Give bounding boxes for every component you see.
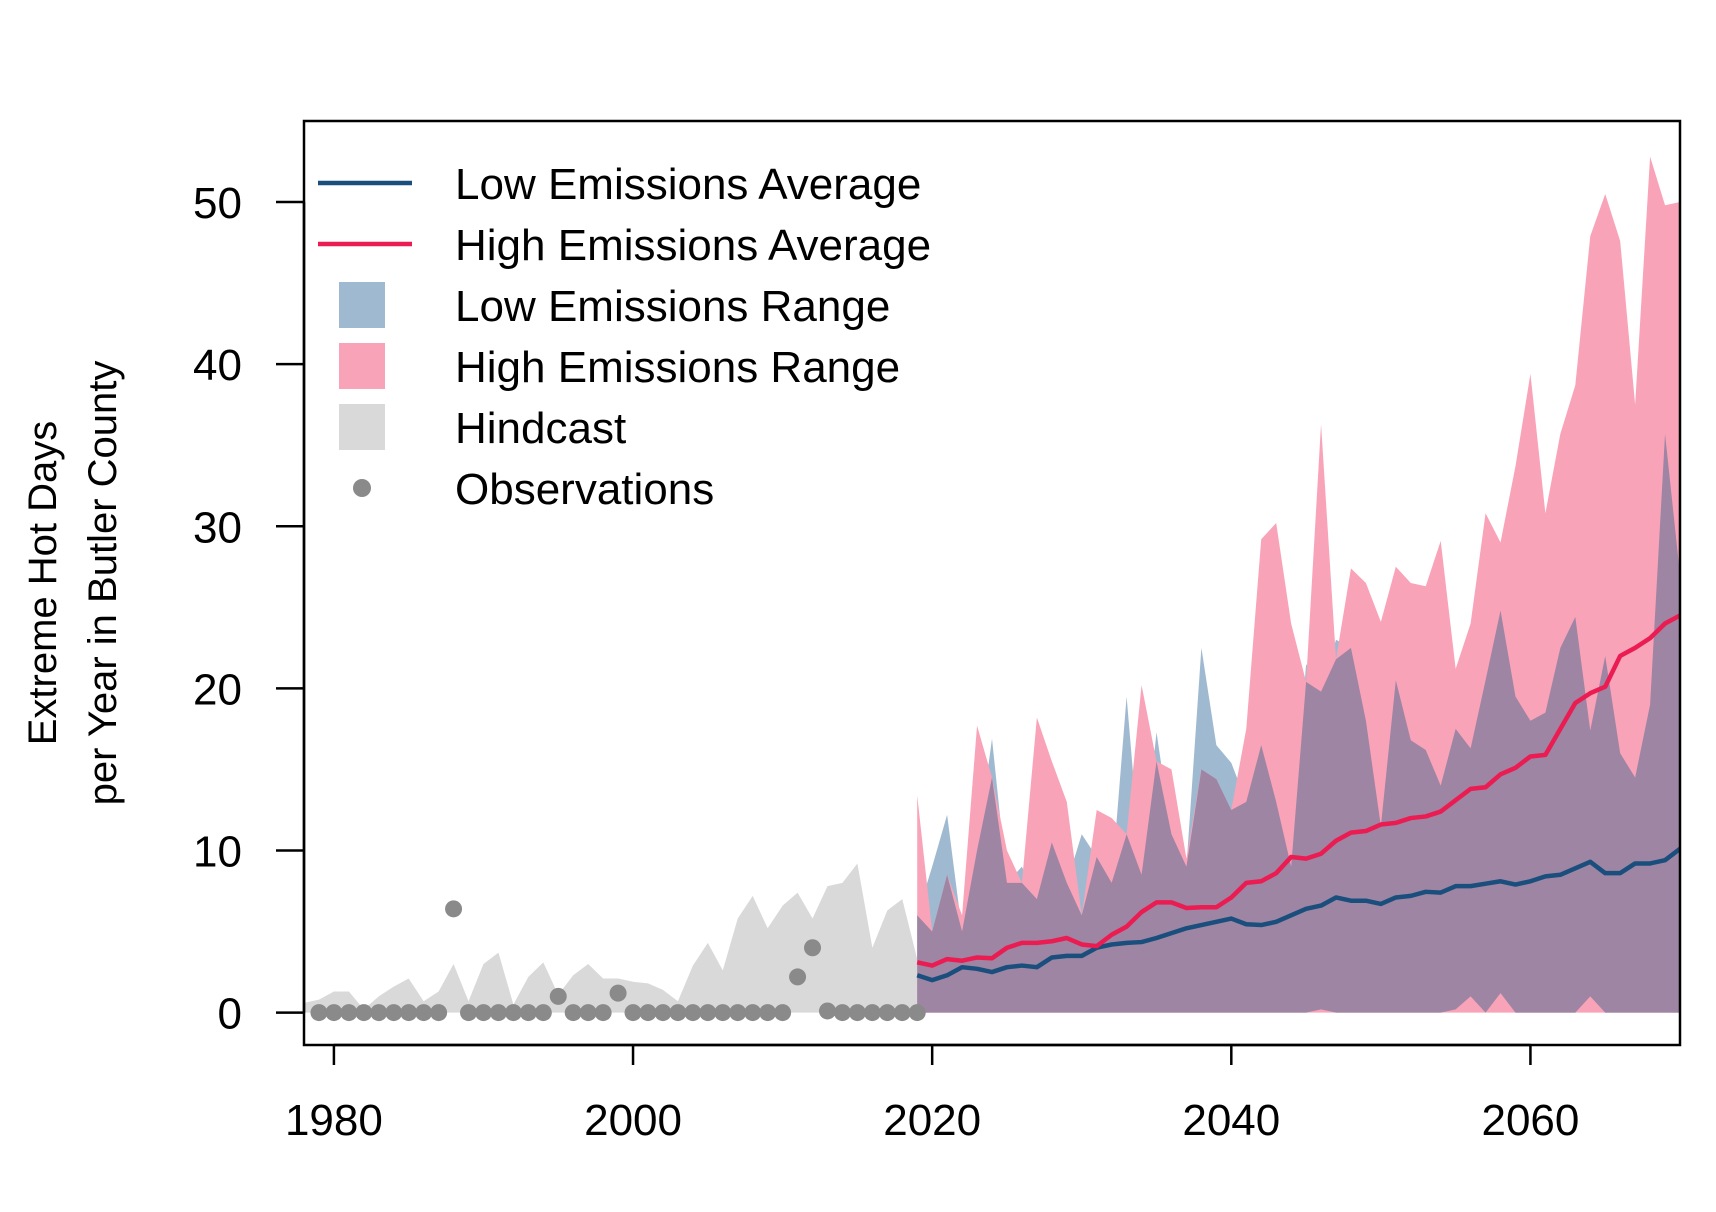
hindcast-range-area <box>304 863 918 1013</box>
average-lines <box>916 613 1680 983</box>
legend-label: Low Emissions Average <box>455 160 921 209</box>
legend-swatch <box>353 479 371 497</box>
y-axis-title-line-1: Extreme Hot Days <box>21 421 65 746</box>
observation-point <box>818 1002 836 1020</box>
observation-point <box>415 1004 433 1022</box>
legend-swatch <box>339 404 385 450</box>
observation-point <box>325 1004 343 1022</box>
y-axis: 0 10 20 30 40 50 <box>193 179 306 1039</box>
x-tick-label: 1980 <box>285 1096 383 1145</box>
observation-point <box>789 968 807 986</box>
legend-item-high-emissions-average: High Emissions Average <box>318 221 931 270</box>
y-tick-label: 30 <box>193 503 242 552</box>
observation-point <box>863 1004 881 1022</box>
observation-point <box>609 984 627 1002</box>
y-axis-title-line-2: per Year in Butler County <box>81 361 125 806</box>
observation-point <box>714 1004 732 1022</box>
y-tick-label: 50 <box>193 179 242 228</box>
legend-label: High Emissions Range <box>455 343 900 392</box>
observation-point <box>385 1004 403 1022</box>
observation-point <box>370 1004 388 1022</box>
x-tick-label: 2040 <box>1182 1096 1280 1145</box>
observation-point <box>878 1004 896 1022</box>
observation-point <box>624 1004 642 1022</box>
legend-swatch <box>339 343 385 389</box>
observation-point <box>639 1004 657 1022</box>
observation-point <box>504 1004 522 1022</box>
range-overlap-area <box>917 433 1680 1013</box>
observation-point <box>430 1004 448 1022</box>
high-emissions-average-line <box>916 613 1680 968</box>
observation-point <box>699 1004 717 1022</box>
observation-point <box>729 1004 747 1022</box>
x-tick-label: 2060 <box>1481 1096 1579 1145</box>
low-emissions-average-line <box>916 847 1680 983</box>
legend-label: High Emissions Average <box>455 221 931 270</box>
observation-point <box>804 939 822 957</box>
observation-points <box>310 900 926 1022</box>
observation-point <box>848 1004 866 1022</box>
legend-swatch <box>339 282 385 328</box>
legend-label: Low Emissions Range <box>455 282 890 331</box>
x-axis: 1980 2000 2020 2040 2060 <box>285 1043 1579 1145</box>
y-tick-label: 20 <box>193 665 242 714</box>
legend-item-low-emissions-average: Low Emissions Average <box>318 160 921 209</box>
observation-point <box>474 1004 492 1022</box>
observation-point <box>460 1004 478 1022</box>
legend-item-low-emissions-range: Low Emissions Range <box>339 282 890 331</box>
observation-point <box>534 1004 552 1022</box>
observation-point <box>908 1004 926 1022</box>
observation-point <box>669 1004 687 1022</box>
observation-point <box>340 1004 358 1022</box>
legend-item-hindcast: Hindcast <box>339 404 626 453</box>
range-areas <box>917 156 1680 1013</box>
legend-item-observations: Observations <box>353 465 714 514</box>
observation-point <box>489 1004 507 1022</box>
observation-point <box>310 1004 328 1022</box>
x-tick-label: 2020 <box>883 1096 981 1145</box>
observation-point <box>684 1004 702 1022</box>
observation-point <box>774 1004 792 1022</box>
legend-label: Hindcast <box>455 404 626 453</box>
observation-point <box>564 1004 582 1022</box>
observation-point <box>654 1004 672 1022</box>
legend: Low Emissions Average High Emissions Aver… <box>318 160 931 514</box>
x-tick-label: 2000 <box>584 1096 682 1145</box>
y-tick-label: 40 <box>193 341 242 390</box>
observation-point <box>759 1004 777 1022</box>
legend-label: Observations <box>455 465 714 514</box>
observation-point <box>893 1004 911 1022</box>
observation-point <box>355 1004 373 1022</box>
observation-point <box>594 1004 612 1022</box>
y-tick-label: 10 <box>193 827 242 876</box>
observation-point <box>833 1004 851 1022</box>
observation-point <box>445 900 463 918</box>
observation-point <box>579 1004 597 1022</box>
observation-point <box>549 987 567 1005</box>
hindcast-area <box>304 863 918 1013</box>
observation-point <box>400 1004 418 1022</box>
observation-point <box>744 1004 762 1022</box>
y-axis-title: Extreme Hot Days per Year in Butler Coun… <box>21 361 125 806</box>
y-tick-label: 0 <box>218 990 242 1039</box>
legend-item-high-emissions-range: High Emissions Range <box>339 343 900 392</box>
observation-point <box>519 1004 537 1022</box>
